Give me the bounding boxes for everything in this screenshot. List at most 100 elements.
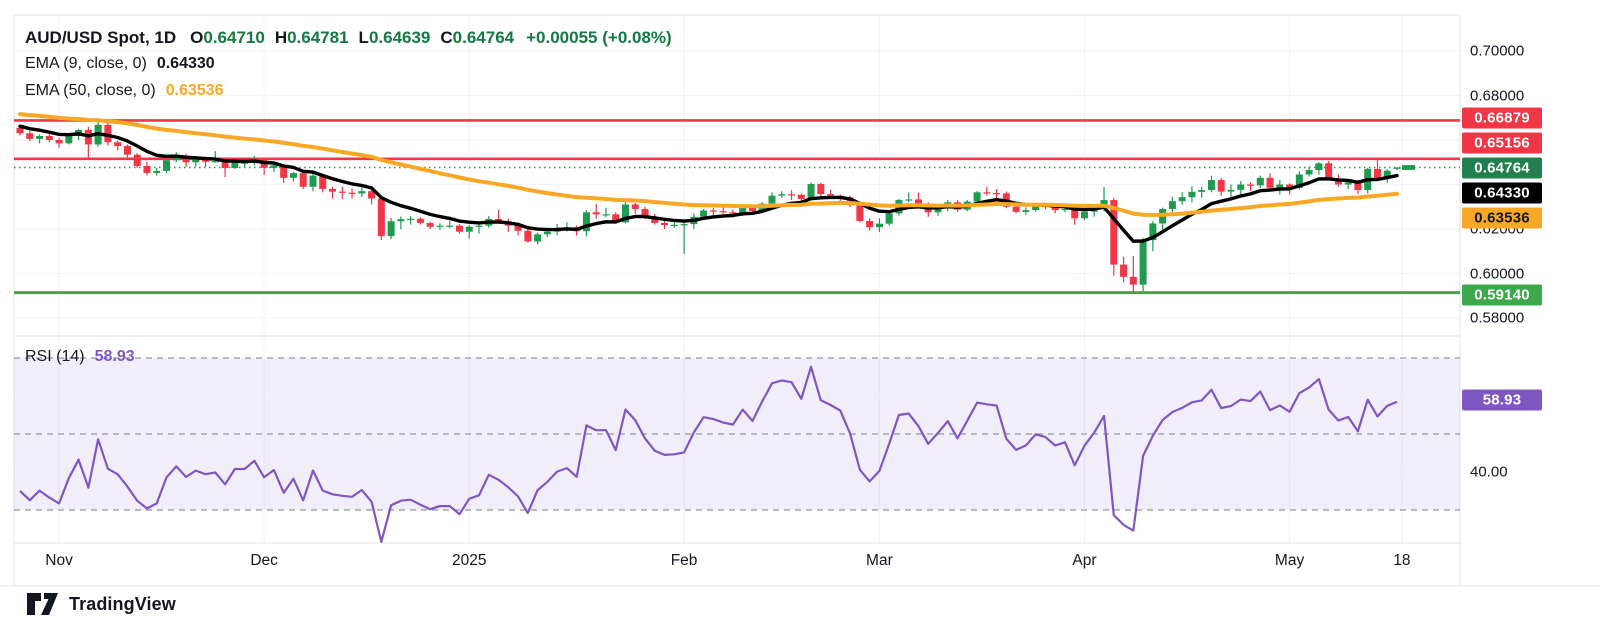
candle-body bbox=[1305, 170, 1313, 175]
candle-body bbox=[280, 165, 288, 178]
rsi-value: 58.93 bbox=[94, 348, 135, 365]
price-tick-label: 0.60000 bbox=[1470, 265, 1525, 282]
candle-body bbox=[202, 159, 210, 162]
candle-body bbox=[1110, 200, 1118, 265]
ema9-legend[interactable]: EMA (9, close, 0) 0.64330 bbox=[25, 55, 215, 73]
candle-body bbox=[1149, 223, 1157, 241]
candle-body bbox=[700, 210, 708, 217]
candle-body bbox=[1373, 168, 1381, 179]
ohlc-key: H bbox=[274, 28, 288, 47]
time-tick-label: Nov bbox=[45, 552, 73, 569]
ohlc-values: O0.64710 H0.64781 L0.64639 C0.64764 bbox=[190, 28, 524, 48]
candle-body bbox=[973, 192, 981, 202]
candle-body bbox=[670, 224, 678, 226]
candle-body bbox=[582, 212, 590, 232]
candle-body bbox=[26, 133, 34, 139]
ema50-legend[interactable]: EMA (50, close, 0) 0.63536 bbox=[25, 82, 224, 100]
ema9-line bbox=[18, 124, 1399, 243]
candle-body bbox=[914, 199, 922, 205]
candle-body bbox=[1217, 180, 1225, 192]
candle-body bbox=[651, 216, 659, 223]
candle-body bbox=[1383, 170, 1391, 179]
candle-body bbox=[1188, 191, 1196, 198]
candle-body bbox=[807, 184, 815, 199]
candle-body bbox=[1051, 206, 1059, 211]
candle-body bbox=[934, 207, 942, 213]
candle-body bbox=[524, 230, 532, 242]
rsi-line bbox=[19, 365, 1398, 543]
candle-body bbox=[475, 225, 483, 227]
candle-body bbox=[817, 184, 825, 195]
rsi-label: RSI (14) bbox=[25, 348, 85, 365]
rsi-badge: 58.93 bbox=[1462, 389, 1542, 411]
candle-body bbox=[885, 213, 893, 224]
candle-body bbox=[455, 225, 463, 232]
rsi-tick-label: 40.00 bbox=[1470, 463, 1508, 481]
candle-body bbox=[1071, 208, 1079, 219]
candle-body bbox=[680, 224, 688, 226]
candle-body bbox=[1022, 210, 1030, 212]
candle-body bbox=[270, 165, 278, 168]
candle-body bbox=[192, 159, 200, 163]
candle-body bbox=[748, 207, 756, 211]
candle-body bbox=[309, 175, 317, 187]
candle-body bbox=[133, 154, 141, 167]
candle-body bbox=[661, 222, 669, 225]
symbol-legend[interactable]: AUD/USD Spot, 1D O0.64710 H0.64781 L0.6463… bbox=[25, 28, 672, 48]
candle-body bbox=[358, 191, 366, 194]
ohlc-val: 0.64639 bbox=[368, 28, 431, 47]
candle-body bbox=[875, 223, 883, 228]
candle-body bbox=[993, 192, 1001, 195]
candle-body bbox=[319, 175, 327, 189]
candle-body bbox=[1256, 177, 1264, 186]
candle-body bbox=[543, 231, 551, 235]
ohlc-val: 0.64764 bbox=[452, 28, 515, 47]
candle-body bbox=[1393, 167, 1401, 169]
time-tick-label: May bbox=[1274, 552, 1305, 569]
ohlc-key: L bbox=[358, 28, 369, 47]
candle-body bbox=[289, 173, 297, 178]
ohlc-item-c: C0.64764 bbox=[440, 28, 514, 47]
candle-body bbox=[465, 226, 473, 232]
candle-body bbox=[104, 124, 112, 143]
footer-brand[interactable]: TradingView bbox=[25, 590, 176, 618]
candle-body bbox=[348, 192, 356, 194]
price-badge: 0.63536 bbox=[1462, 207, 1542, 229]
candle-body bbox=[153, 170, 161, 173]
ohlc-val: 0.64710 bbox=[203, 28, 265, 47]
candle-body bbox=[1247, 184, 1255, 186]
candle-body bbox=[231, 162, 239, 169]
candle-body bbox=[1276, 184, 1284, 188]
time-tick-label: Feb bbox=[670, 552, 698, 569]
candle-body bbox=[221, 161, 229, 169]
candle-body bbox=[602, 214, 610, 216]
ohlc-val: 0.64781 bbox=[287, 28, 349, 47]
rsi-legend[interactable]: RSI (14) 58.93 bbox=[25, 348, 135, 366]
time-tick-label: Dec bbox=[250, 552, 278, 569]
candle-body bbox=[1080, 211, 1088, 219]
candle-body bbox=[1012, 206, 1020, 212]
tradingview-logo-icon bbox=[27, 593, 58, 615]
candle-body bbox=[1266, 177, 1274, 188]
candle-body bbox=[1227, 189, 1235, 192]
ema9-label: EMA (9, close, 0) bbox=[25, 55, 147, 72]
candle-body bbox=[338, 191, 346, 193]
candle-body bbox=[397, 219, 405, 222]
candle-body bbox=[866, 220, 874, 228]
candle-body bbox=[1315, 163, 1323, 171]
candle-body bbox=[1325, 163, 1333, 179]
candle-body bbox=[827, 194, 835, 196]
candle-body bbox=[65, 135, 73, 144]
candle-body bbox=[123, 146, 131, 155]
candle-body bbox=[407, 218, 415, 220]
candle-body bbox=[621, 204, 629, 223]
brand-text: TradingView bbox=[69, 593, 176, 614]
candle-body bbox=[162, 160, 170, 171]
time-tick-label: 2025 bbox=[451, 552, 487, 569]
price-tick-label: 0.68000 bbox=[1470, 87, 1525, 104]
candle-body bbox=[1178, 197, 1186, 202]
ohlc-key: O bbox=[190, 28, 204, 47]
candle-body bbox=[387, 221, 395, 237]
